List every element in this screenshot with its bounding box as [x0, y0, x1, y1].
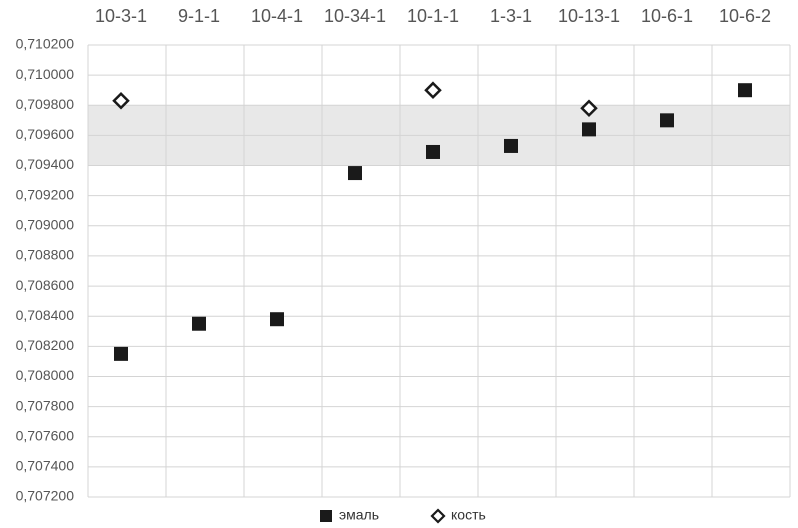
y-tick-label: 0,708600 [16, 277, 75, 293]
x-tick-label: 10-6-2 [719, 6, 771, 26]
y-tick-label: 0,707400 [16, 458, 75, 474]
x-tick-label: 10-3-1 [95, 6, 147, 26]
square-point [660, 113, 674, 128]
y-tick-label: 0,710200 [16, 36, 75, 52]
y-tick-label: 0,708400 [16, 307, 75, 323]
diamond-point [112, 91, 130, 110]
x-tick-label: 9-1-1 [178, 6, 220, 26]
x-tick-label: 10-6-1 [641, 6, 693, 26]
square-point [426, 144, 440, 159]
y-tick-label: 0,709200 [16, 186, 75, 202]
legend-label: кость [451, 507, 486, 523]
y-tick-label: 0,709000 [16, 217, 75, 233]
legend-label: эмаль [339, 507, 379, 523]
x-tick-label: 10-34-1 [324, 6, 386, 26]
y-tick-label: 0,709400 [16, 156, 75, 172]
square-point [270, 312, 284, 327]
diamond-point [580, 99, 598, 118]
y-tick-label: 0,707200 [16, 488, 75, 504]
x-tick-label: 10-1-1 [407, 6, 459, 26]
legend-swatch [320, 510, 332, 522]
square-point [348, 166, 362, 181]
x-tick-label: 10-4-1 [251, 6, 303, 26]
y-tick-label: 0,708800 [16, 247, 75, 263]
x-tick-label: 1-3-1 [490, 6, 532, 26]
y-tick-label: 0,708000 [16, 367, 75, 383]
y-tick-label: 0,710000 [16, 66, 75, 82]
square-point [504, 138, 518, 153]
diamond-point [424, 81, 442, 99]
y-tick-label: 0,707600 [16, 427, 75, 443]
y-tick-label: 0,707800 [16, 397, 75, 413]
square-point [192, 316, 206, 331]
y-tick-label: 0,708200 [16, 337, 75, 353]
y-tick-label: 0,709800 [16, 96, 75, 112]
square-point [738, 83, 752, 98]
x-tick-label: 10-13-1 [558, 6, 620, 26]
square-point [582, 122, 596, 137]
legend-swatch [430, 508, 446, 524]
square-point [114, 346, 128, 361]
y-tick-label: 0,709600 [16, 126, 75, 142]
